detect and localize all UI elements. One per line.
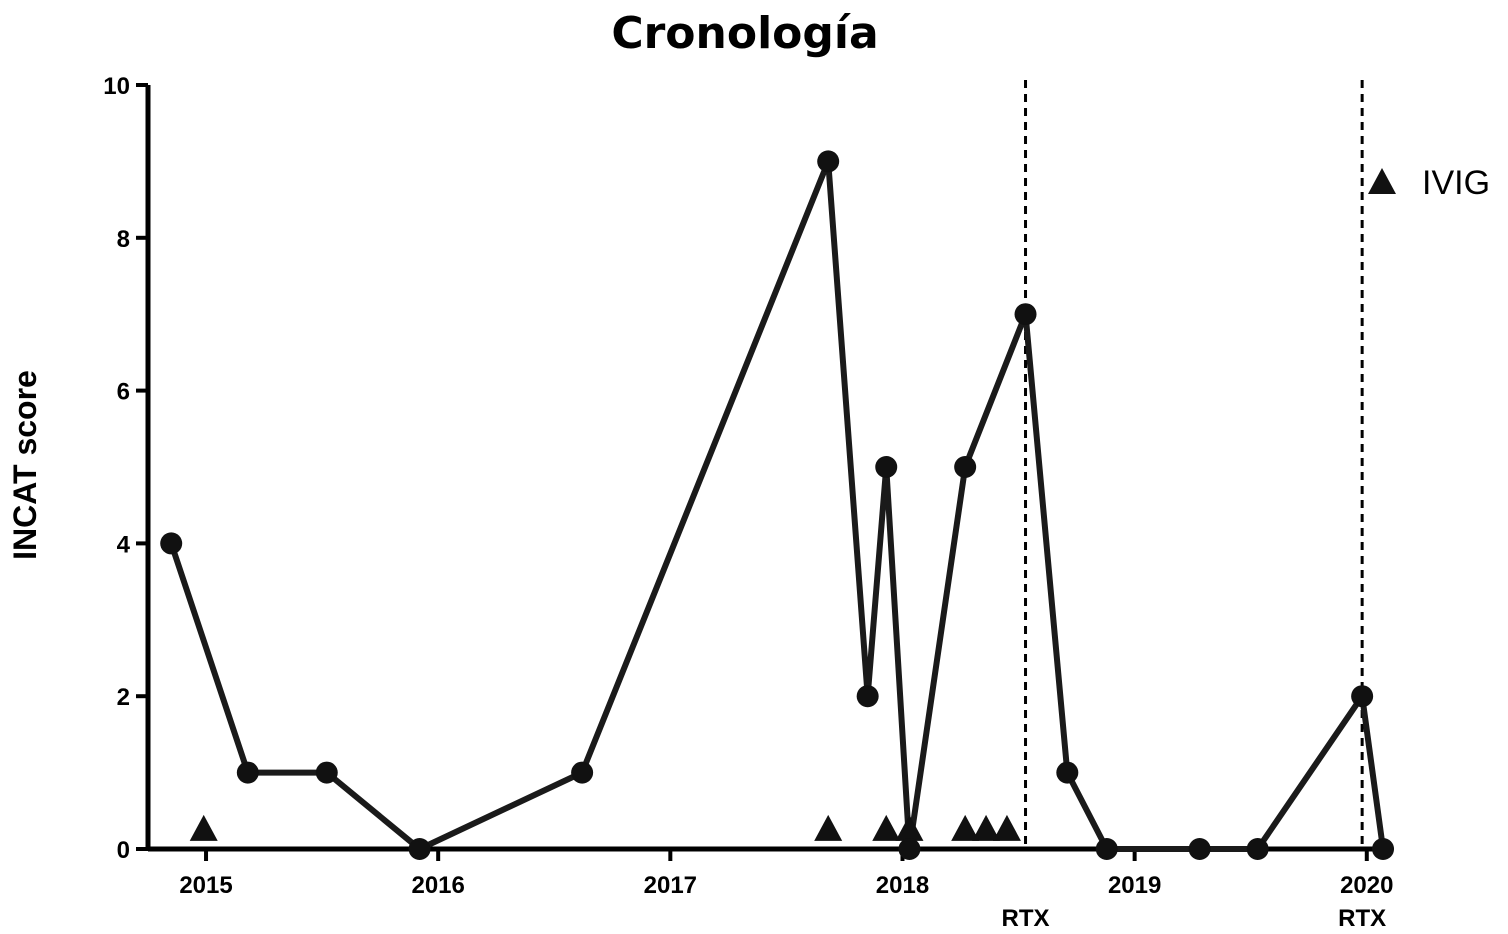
y-tick-label: 8 (117, 226, 130, 253)
incat-data-point (160, 532, 183, 555)
x-tick-label: 2015 (179, 872, 232, 899)
x-tick-label: 2018 (876, 872, 929, 899)
incat-data-point (408, 838, 431, 860)
incat-data-point (954, 456, 977, 478)
y-tick-label: 4 (117, 531, 131, 558)
incat-data-point (571, 761, 594, 784)
incat-data-point (856, 685, 879, 708)
legend-ivig-label: IVIG (1422, 164, 1490, 202)
incat-data-point (1056, 761, 1079, 784)
ivig-triangle-point (189, 814, 218, 841)
axes: 0 2 4 6 8 10 2015 2016 2017 2018 2019 2020 (103, 73, 1393, 899)
incat-data-point (1188, 838, 1211, 860)
y-tick-label: 0 (117, 837, 130, 864)
ivig-triangle-point (951, 814, 980, 841)
ivig-triangle-point (814, 814, 843, 841)
y-tick-label: 10 (103, 73, 130, 100)
chart-title: Cronología (611, 8, 878, 59)
incat-data-point (1372, 838, 1395, 860)
series-layer (160, 150, 1395, 860)
incat-data-point (817, 150, 840, 173)
incat-data-point (315, 761, 338, 784)
ivig-triangle-point (872, 814, 901, 841)
incat-data-point (1095, 838, 1118, 860)
legend-ivig-triangle-icon (1368, 168, 1396, 194)
ivig-triangle-point (992, 814, 1021, 841)
incat-data-point (1351, 685, 1374, 708)
x-tick-label: 2020 (1340, 872, 1393, 899)
rtx-label: RTX (1338, 905, 1386, 932)
incat-data-point (1246, 838, 1269, 860)
ivig-triangle-point (972, 814, 1001, 841)
rtx-lines: RTX RTX (1002, 80, 1386, 932)
incat-data-point (898, 838, 921, 860)
y-axis-label: INCAT score (7, 370, 43, 560)
y-tick-label: 6 (117, 379, 130, 406)
incat-score-line (168, 158, 1387, 852)
rtx-label: RTX (1002, 905, 1050, 932)
x-tick-label: 2016 (411, 872, 464, 899)
legend: IVIG (1368, 164, 1490, 202)
x-tick-label: 2019 (1108, 872, 1161, 899)
x-tick-label: 2017 (644, 872, 697, 899)
y-tick-label: 2 (117, 684, 130, 711)
incat-data-point (236, 761, 259, 784)
ivig-triangle-point (895, 814, 924, 841)
incat-data-point (1014, 303, 1037, 326)
incat-data-point (875, 456, 898, 478)
